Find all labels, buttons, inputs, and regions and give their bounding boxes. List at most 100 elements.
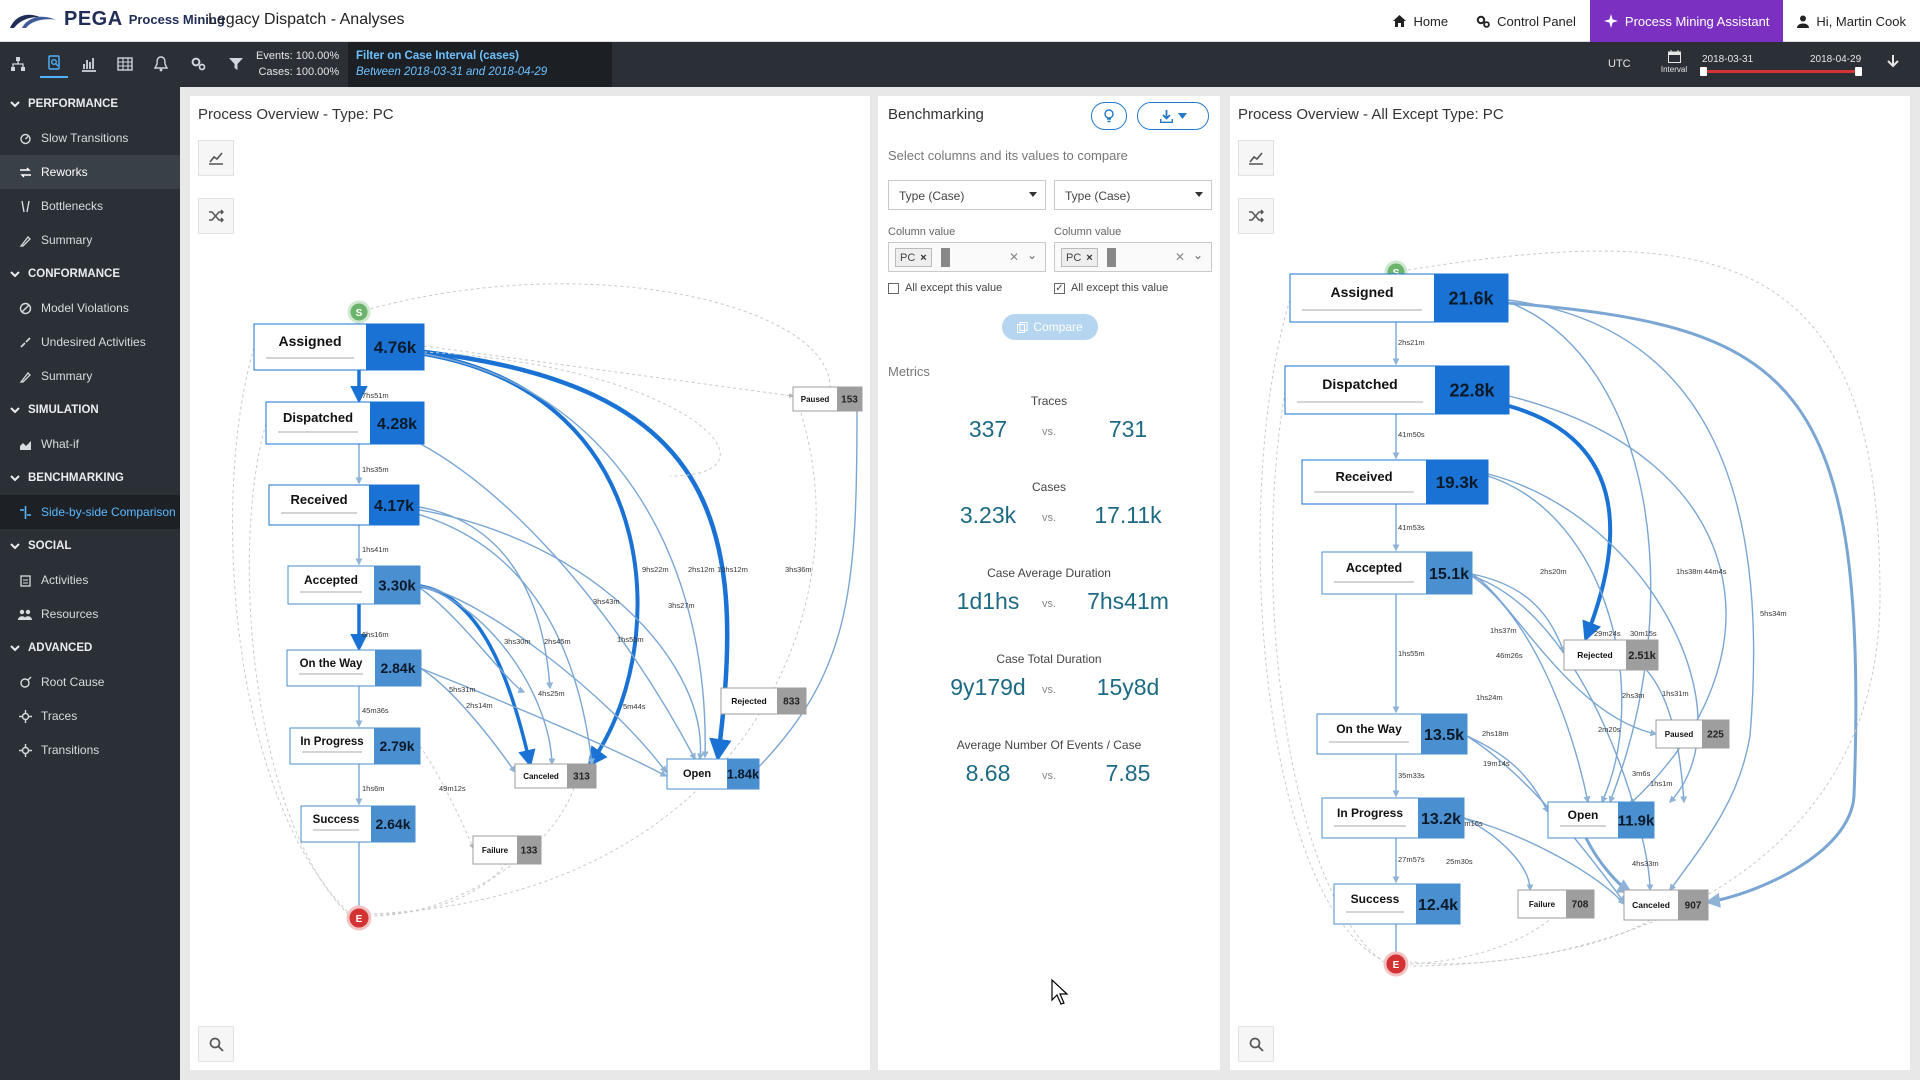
compare-button[interactable]: Compare <box>1002 314 1098 340</box>
tag-stepper[interactable] <box>1107 248 1116 267</box>
insight-button[interactable] <box>1091 102 1127 130</box>
sidebar-section-conformance[interactable]: CONFORMANCE <box>0 257 180 291</box>
transition-edge[interactable] <box>1507 299 1755 892</box>
active-filter[interactable]: Filter on Case Interval (cases) Between … <box>348 42 612 87</box>
sidebar-section-advanced[interactable]: ADVANCED <box>0 631 180 665</box>
transition-edge[interactable] <box>1463 817 1534 892</box>
sidebar-item-slow-transitions[interactable]: Slow Transitions <box>0 121 180 155</box>
process-graph-left[interactable]: 7hs51m 1hs35m 1hs41m 6hs16m 45m36s 1hs6m 49m12… <box>190 96 870 1070</box>
interval-start-handle[interactable] <box>1700 67 1707 76</box>
transition-edge[interactable] <box>419 667 668 777</box>
interval-end-handle[interactable] <box>1855 67 1862 76</box>
activity-node-canceled[interactable]: Canceled 313 <box>514 763 597 789</box>
shuffle-layout-button[interactable] <box>1238 198 1274 234</box>
transition-edge[interactable] <box>1463 817 1625 906</box>
transition-edge[interactable] <box>419 667 516 774</box>
filter-icon[interactable] <box>222 50 250 78</box>
activity-node-open[interactable]: Open 11.9k <box>1547 801 1655 839</box>
chart-toggle-button[interactable] <box>198 140 234 176</box>
activity-node-on-the-way[interactable]: On the Way 13.5k <box>1316 713 1468 755</box>
activity-node-received[interactable]: Received 19.3k <box>1301 459 1489 505</box>
right-value-input[interactable]: PC × ✕ ⌄ <box>1054 242 1212 272</box>
table-tab-icon[interactable] <box>111 50 139 78</box>
activity-node-in-progress[interactable]: In Progress 2.79k <box>289 727 421 765</box>
chevron-down-icon[interactable]: ⌄ <box>1026 248 1037 262</box>
activity-node-assigned[interactable]: Assigned 4.76k <box>253 323 425 371</box>
pega-logo[interactable]: PEGA Process Mining <box>8 8 225 31</box>
activity-node-rejected[interactable]: Rejected 2.51k <box>1563 639 1659 671</box>
activity-node-success[interactable]: Success 12.4k <box>1333 883 1461 925</box>
transition-edge[interactable] <box>1409 919 1651 967</box>
tag-stepper[interactable] <box>941 248 950 267</box>
clear-icon[interactable]: ✕ <box>1008 250 1019 264</box>
transition-edge[interactable] <box>1466 735 1549 814</box>
transition-edge[interactable] <box>1395 250 1881 965</box>
sidebar-item-conformance-summary[interactable]: Summary <box>0 359 180 393</box>
left-column-select[interactable]: Type (Case) <box>888 180 1046 210</box>
home-link[interactable]: Home <box>1379 0 1462 42</box>
transition-edge[interactable] <box>1259 299 1383 961</box>
end-node[interactable]: E <box>1383 951 1409 977</box>
zoom-search-button[interactable] <box>1238 1026 1274 1062</box>
sidebar-item-activities[interactable]: Activities <box>0 563 180 597</box>
activity-node-paused[interactable]: Paused 153 <box>792 386 863 412</box>
start-node[interactable]: S <box>347 300 371 324</box>
transition-edge[interactable] <box>419 587 526 693</box>
end-node[interactable]: E <box>346 905 372 931</box>
right-column-select[interactable]: Type (Case) <box>1054 180 1212 210</box>
sidebar-item-model-violations[interactable]: Model Violations <box>0 291 180 325</box>
transition-edge[interactable] <box>358 283 831 388</box>
sidebar-item-side-by-side-comparison[interactable]: Side-by-side Comparison <box>0 495 180 529</box>
transition-edge[interactable] <box>371 787 575 917</box>
transition-edge[interactable] <box>371 395 817 915</box>
left-all-except-checkbox[interactable]: All except this value <box>888 282 1002 294</box>
transition-edge[interactable] <box>419 584 536 768</box>
export-button[interactable] <box>1137 102 1209 130</box>
user-menu[interactable]: Hi, Martin Cook <box>1783 0 1920 42</box>
checkbox-box-checked[interactable]: ✓ <box>1054 282 1065 294</box>
activity-node-received[interactable]: Received 4.17k <box>268 484 420 526</box>
charts-tab-icon[interactable] <box>75 50 103 78</box>
sidebar-item-root-cause[interactable]: Root Cause <box>0 665 180 699</box>
shuffle-layout-button[interactable] <box>198 198 234 234</box>
checkbox-box[interactable] <box>888 282 899 294</box>
chevron-down-icon[interactable]: ⌄ <box>1192 248 1203 262</box>
alerts-tab-icon[interactable] <box>147 50 175 78</box>
transition-edge[interactable] <box>1584 837 1633 894</box>
transition-edge[interactable] <box>248 423 349 915</box>
activity-node-on-the-way[interactable]: On the Way 2.84k <box>286 649 422 687</box>
transition-edge[interactable] <box>423 352 640 768</box>
sidebar-item-undesired-activities[interactable]: Undesired Activities <box>0 325 180 359</box>
activity-node-open[interactable]: Open 1.84k <box>666 758 760 790</box>
activity-node-rejected[interactable]: Rejected 833 <box>720 687 807 715</box>
analyses-tab-icon[interactable] <box>40 50 68 78</box>
activity-node-failure[interactable]: Failure 708 <box>1517 889 1595 919</box>
chart-toggle-button[interactable] <box>1238 140 1274 176</box>
activity-node-failure[interactable]: Failure 133 <box>472 835 542 865</box>
transition-edge[interactable] <box>419 585 556 766</box>
sidebar-item-performance-summary[interactable]: Summary <box>0 223 180 257</box>
activity-node-accepted[interactable]: Accepted 15.1k <box>1321 551 1473 595</box>
transition-edge[interactable] <box>1508 404 1613 642</box>
activity-node-assigned[interactable]: Assigned 21.6k <box>1289 273 1509 323</box>
transition-edge[interactable] <box>1471 575 1591 804</box>
sidebar-item-transitions[interactable]: Transitions <box>0 733 180 767</box>
sidebar-item-bottlenecks[interactable]: Bottlenecks <box>0 189 180 223</box>
transition-edge[interactable] <box>1471 573 1658 737</box>
transition-edge[interactable] <box>1507 301 1652 804</box>
control-panel-link[interactable]: Control Panel <box>1462 0 1590 42</box>
download-arrow-icon[interactable] <box>1886 54 1900 75</box>
sidebar-item-resources[interactable]: Resources <box>0 597 180 631</box>
left-value-input[interactable]: PC × ✕ ⌄ <box>888 242 1046 272</box>
transition-edge[interactable] <box>232 347 349 913</box>
sidebar-section-social[interactable]: SOCIAL <box>0 529 180 563</box>
process-mining-assistant-button[interactable]: Process Mining Assistant <box>1589 0 1784 42</box>
process-graph-right[interactable]: 2hs21m 41m50s 41m53s 1hs55m 35m33s 27m57s 25m3… <box>1230 96 1910 1070</box>
value-tag[interactable]: PC × <box>895 248 932 267</box>
transition-edge[interactable] <box>423 351 721 477</box>
transition-edge[interactable] <box>1471 575 1654 892</box>
zoom-search-button[interactable] <box>198 1026 234 1062</box>
activity-node-success[interactable]: Success 2.64k <box>300 805 416 843</box>
transition-edge[interactable] <box>423 345 794 398</box>
transition-edge[interactable] <box>419 585 667 774</box>
